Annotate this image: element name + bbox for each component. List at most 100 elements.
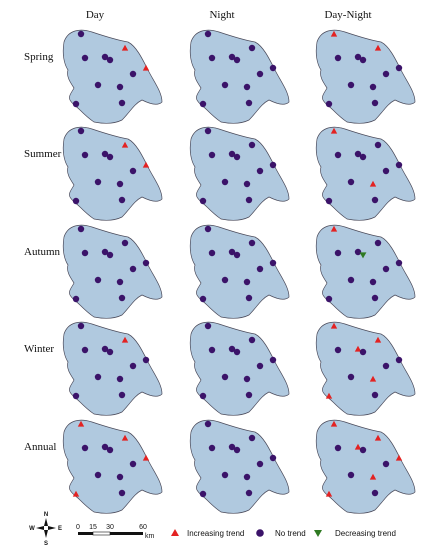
station-marker-no-trend bbox=[248, 434, 256, 442]
station-marker-no-trend bbox=[77, 30, 85, 38]
row-header-annual: Annual bbox=[24, 441, 56, 453]
north-arrow-compass: N S E W bbox=[29, 512, 62, 547]
map-panel-autumn-day-night bbox=[315, 224, 416, 319]
station-marker-no-trend bbox=[77, 127, 85, 135]
station-marker-no-trend bbox=[116, 473, 124, 481]
station-marker-no-trend bbox=[118, 489, 126, 497]
station-marker-no-trend bbox=[94, 471, 102, 479]
station-marker-increasing bbox=[121, 336, 129, 343]
station-marker-no-trend bbox=[347, 178, 355, 186]
station-marker-no-trend bbox=[228, 150, 236, 158]
station-marker-no-trend bbox=[371, 391, 379, 399]
land-area bbox=[62, 126, 163, 221]
land-area bbox=[189, 321, 290, 416]
station-marker-no-trend bbox=[395, 161, 403, 169]
station-marker-no-trend bbox=[228, 248, 236, 256]
legend: Increasing trend No trend Decreasing tre… bbox=[171, 529, 396, 538]
station-marker-no-trend bbox=[121, 239, 129, 247]
legend-increasing-symbol bbox=[171, 529, 179, 536]
station-marker-no-trend bbox=[116, 278, 124, 286]
station-marker-increasing bbox=[325, 392, 333, 399]
compass-south-point bbox=[44, 530, 48, 538]
scale-unit: km bbox=[145, 533, 155, 540]
station-marker-no-trend bbox=[248, 239, 256, 247]
station-marker-no-trend bbox=[81, 151, 89, 159]
station-marker-no-trend bbox=[354, 248, 362, 256]
station-marker-no-trend bbox=[269, 356, 277, 364]
row-header-autumn: Autumn bbox=[24, 246, 61, 258]
station-marker-increasing bbox=[330, 127, 338, 134]
station-marker-increasing bbox=[330, 30, 338, 37]
station-marker-no-trend bbox=[248, 44, 256, 52]
station-marker-no-trend bbox=[106, 56, 114, 64]
station-marker-no-trend bbox=[142, 356, 150, 364]
station-marker-no-trend bbox=[199, 295, 207, 303]
station-marker-increasing bbox=[330, 322, 338, 329]
station-marker-increasing bbox=[369, 375, 377, 382]
station-marker-no-trend bbox=[129, 460, 137, 468]
station-marker-no-trend bbox=[228, 345, 236, 353]
map-panel-spring-day bbox=[62, 29, 163, 124]
station-marker-no-trend bbox=[228, 53, 236, 61]
station-marker-no-trend bbox=[221, 471, 229, 479]
station-marker-no-trend bbox=[208, 444, 216, 452]
station-marker-no-trend bbox=[256, 167, 264, 175]
station-marker-no-trend bbox=[374, 141, 382, 149]
station-marker-increasing bbox=[77, 420, 85, 427]
station-marker-no-trend bbox=[116, 180, 124, 188]
legend-decreasing-label: Decreasing trend bbox=[335, 529, 396, 538]
land-area bbox=[62, 419, 163, 514]
station-marker-no-trend bbox=[94, 178, 102, 186]
scale-bar: 0 15 30 60 km bbox=[76, 524, 154, 540]
map-panel-summer-day bbox=[62, 126, 163, 221]
land-area bbox=[189, 126, 290, 221]
column-header-day-night: Day-Night bbox=[324, 9, 371, 21]
land-area bbox=[189, 29, 290, 124]
station-marker-no-trend bbox=[382, 167, 390, 175]
legend-no-trend-label: No trend bbox=[275, 529, 306, 538]
row-header-summer: Summer bbox=[24, 148, 62, 160]
station-marker-no-trend bbox=[129, 265, 137, 273]
station-marker-no-trend bbox=[94, 81, 102, 89]
station-marker-no-trend bbox=[325, 295, 333, 303]
station-marker-no-trend bbox=[106, 153, 114, 161]
legend-no-trend-symbol bbox=[256, 529, 264, 537]
station-marker-increasing bbox=[354, 443, 362, 450]
station-marker-increasing bbox=[374, 434, 382, 441]
station-marker-no-trend bbox=[359, 153, 367, 161]
land-area bbox=[315, 321, 416, 416]
station-marker-no-trend bbox=[72, 197, 80, 205]
compass-north-point bbox=[44, 518, 48, 526]
compass-east-point bbox=[48, 526, 56, 530]
scale-tick-60: 60 bbox=[139, 524, 147, 531]
map-panel-spring-day-night bbox=[315, 29, 416, 124]
station-marker-no-trend bbox=[94, 373, 102, 381]
map-panel-autumn-day bbox=[62, 224, 163, 319]
station-marker-no-trend bbox=[334, 346, 342, 354]
station-marker-no-trend bbox=[395, 64, 403, 72]
compass-s-label: S bbox=[44, 541, 48, 547]
map-panel-winter-day-night bbox=[315, 321, 416, 416]
station-marker-no-trend bbox=[199, 392, 207, 400]
map-panel-autumn-night bbox=[189, 224, 290, 319]
station-marker-no-trend bbox=[325, 197, 333, 205]
station-marker-no-trend bbox=[72, 295, 80, 303]
station-marker-no-trend bbox=[204, 420, 212, 428]
station-marker-no-trend bbox=[256, 460, 264, 468]
station-marker-no-trend bbox=[395, 259, 403, 267]
station-marker-no-trend bbox=[228, 443, 236, 451]
station-marker-no-trend bbox=[199, 100, 207, 108]
station-marker-no-trend bbox=[233, 348, 241, 356]
land-area bbox=[315, 419, 416, 514]
station-marker-no-trend bbox=[382, 265, 390, 273]
land-area bbox=[315, 29, 416, 124]
station-marker-no-trend bbox=[129, 70, 137, 78]
land-area bbox=[189, 224, 290, 319]
station-marker-no-trend bbox=[199, 197, 207, 205]
station-marker-no-trend bbox=[245, 489, 253, 497]
station-marker-no-trend bbox=[245, 99, 253, 107]
station-marker-no-trend bbox=[204, 322, 212, 330]
station-marker-no-trend bbox=[243, 473, 251, 481]
station-marker-no-trend bbox=[81, 54, 89, 62]
station-marker-no-trend bbox=[106, 446, 114, 454]
